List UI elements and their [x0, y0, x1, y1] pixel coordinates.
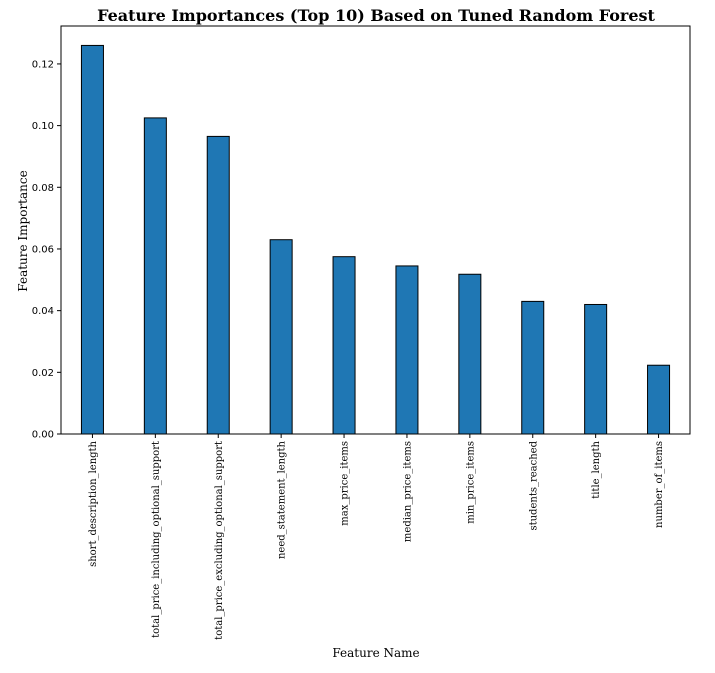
x-tick-label: students_reached — [528, 440, 539, 530]
y-tick-label: 0.02 — [32, 368, 54, 379]
y-tick-label: 0.12 — [32, 59, 54, 70]
y-axis-label: Feature Importance — [16, 170, 30, 291]
bar-median-price-items — [395, 265, 419, 435]
bar-need-statement-length — [269, 239, 293, 435]
bar-title-length — [584, 303, 608, 435]
plot-frame — [60, 25, 691, 435]
x-tick-label: total_price_excluding_optional_support — [214, 441, 225, 640]
bar-min-price-items — [458, 273, 482, 435]
x-tick-label: max_price_items — [340, 441, 351, 526]
x-tick-label: min_price_items — [465, 441, 476, 524]
bar-students-reached — [521, 300, 545, 435]
y-tick-label: 0.08 — [32, 183, 54, 194]
x-tick-label: title_length — [591, 440, 602, 498]
bar-short-description-length — [80, 44, 104, 435]
x-tick-label: median_price_items — [402, 441, 413, 542]
bar-total-price-excluding-optional-support — [206, 135, 230, 435]
bar-total-price-including-optional-support — [143, 117, 167, 435]
x-tick-label: need_statement_length — [277, 440, 288, 559]
x-axis-label: Feature Name — [332, 646, 419, 660]
x-tick-label: number_of_items — [654, 441, 665, 528]
bar-number-of-items — [647, 364, 671, 435]
chart-title: Feature Importances (Top 10) Based on Tu… — [97, 6, 655, 25]
y-tick-label: 0.06 — [32, 244, 54, 255]
y-tick-label: 0.00 — [32, 430, 54, 441]
plot-area: 0.00 0.02 0.04 0.06 0.08 0.10 0.12 short_descri… — [32, 25, 691, 640]
x-tick-label: short_description_length — [88, 440, 99, 566]
x-tick-label: total_price_including_optional_support — [151, 441, 162, 638]
bar-max-price-items — [332, 256, 356, 435]
y-tick-label: 0.10 — [32, 121, 54, 132]
y-tick-label: 0.04 — [32, 306, 54, 317]
